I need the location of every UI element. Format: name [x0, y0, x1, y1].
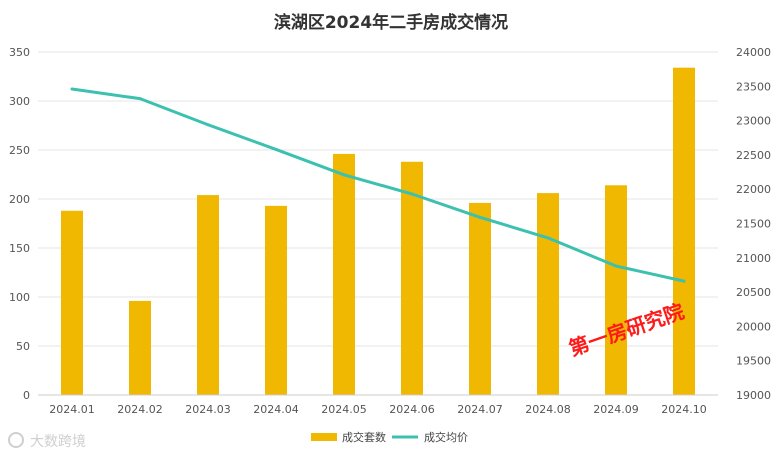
y-right-tick-label: 20000 — [736, 320, 771, 333]
x-axis: 2024.01 2024.02 2024.03 2024.04 2024.05 2024.… — [38, 394, 718, 416]
legend-label-bar: 成交套数 — [342, 430, 386, 444]
y-right-tick-label: 19000 — [736, 389, 771, 402]
x-tick-label: 2024.01 — [49, 403, 95, 416]
source-logo-text: 大数跨境 — [30, 434, 86, 450]
x-tick-label: 2024.10 — [661, 403, 707, 416]
x-tick-label: 2024.09 — [593, 403, 639, 416]
y-right-tick-label: 19500 — [736, 355, 771, 368]
bar — [469, 202, 491, 395]
y-right-tick-label: 21500 — [736, 218, 771, 231]
bar — [673, 67, 695, 396]
y-left-tick-label: 150 — [9, 242, 30, 255]
line-point — [138, 97, 142, 101]
y-left-tick-label: 200 — [9, 193, 30, 206]
y-left-tick-label: 100 — [9, 291, 30, 304]
y-axis-right: 19000 19500 20000 20500 21000 21500 22000 22500… — [736, 46, 771, 402]
bar — [197, 195, 219, 395]
line-point — [478, 215, 482, 219]
grid-lines — [38, 51, 718, 347]
x-tick-label: 2024.06 — [389, 403, 435, 416]
bar — [401, 161, 423, 395]
legend-swatch-bar — [311, 433, 337, 441]
bar — [537, 193, 559, 395]
line-point — [342, 173, 346, 177]
y-right-tick-label: 23000 — [736, 115, 771, 128]
bar — [129, 300, 151, 395]
y-axis-left: 0 50 100 150 200 250 300 350 — [9, 46, 30, 402]
source-logo-icon — [8, 432, 24, 448]
bar-series — [61, 67, 695, 396]
y-right-tick-label: 23500 — [736, 80, 771, 93]
bar — [61, 210, 83, 395]
x-tick-label: 2024.04 — [253, 403, 299, 416]
line-point — [410, 192, 414, 196]
y-left-tick-label: 350 — [9, 46, 30, 59]
legend: 成交套数 成交均价 — [311, 430, 468, 444]
legend-label-line: 成交均价 — [424, 430, 468, 444]
y-left-tick-label: 250 — [9, 144, 30, 157]
x-tick-label: 2024.02 — [117, 403, 163, 416]
line-path — [71, 87, 685, 283]
y-right-tick-label: 24000 — [736, 46, 771, 59]
line-point — [70, 87, 74, 91]
line-point — [546, 236, 550, 240]
line-point — [682, 279, 686, 283]
x-tick-label: 2024.07 — [457, 403, 503, 416]
y-left-tick-label: 0 — [23, 389, 30, 402]
bar — [265, 205, 287, 395]
chart-title: 滨湖区2024年二手房成交情况 — [274, 12, 508, 33]
line-point — [274, 147, 278, 151]
x-tick-label: 2024.03 — [185, 403, 231, 416]
y-right-tick-label: 21000 — [736, 252, 771, 265]
x-tick-label: 2024.05 — [321, 403, 367, 416]
line-series — [70, 87, 686, 283]
bar — [605, 185, 627, 395]
y-right-tick-label: 22000 — [736, 183, 771, 196]
y-right-tick-label: 20500 — [736, 286, 771, 299]
source-logo: 大数跨境 — [8, 432, 86, 450]
bar — [333, 153, 355, 395]
x-tick-label: 2024.08 — [525, 403, 571, 416]
y-left-tick-label: 50 — [16, 340, 30, 353]
y-left-tick-label: 300 — [9, 95, 30, 108]
line-point — [206, 123, 210, 127]
y-right-tick-label: 22500 — [736, 149, 771, 162]
line-point — [614, 264, 618, 268]
